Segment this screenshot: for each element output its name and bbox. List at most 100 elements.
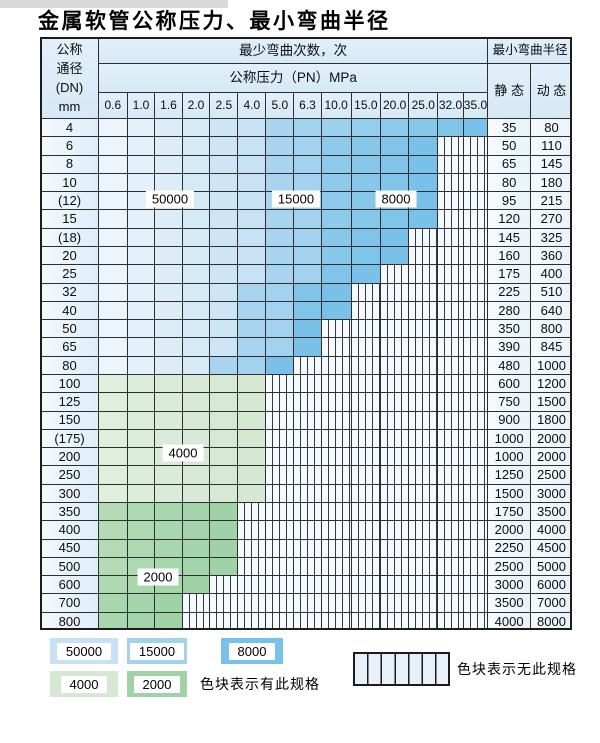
no-spec-cell	[380, 337, 409, 356]
spec-cell	[154, 282, 182, 301]
spec-cell	[98, 410, 127, 429]
spec-cell	[154, 483, 182, 502]
static-value-cell: 65	[487, 154, 530, 173]
spec-cell	[126, 337, 155, 356]
no-spec-cell	[265, 520, 294, 539]
spec-cell	[181, 556, 210, 576]
no-spec-cell	[350, 611, 380, 630]
spec-cell	[265, 337, 294, 356]
spec-cell	[181, 575, 210, 594]
dn-cell: 80	[40, 355, 98, 374]
spec-cell	[98, 611, 127, 630]
spec-cell	[126, 593, 155, 612]
dynamic-value-cell: 1000	[530, 355, 572, 374]
spec-cell	[126, 264, 155, 283]
spec-cell	[209, 337, 238, 356]
no-spec-cell	[380, 392, 409, 411]
no-spec-cell	[350, 300, 380, 320]
no-spec-cell	[350, 556, 380, 576]
spec-cell	[126, 209, 155, 228]
no-spec-cell	[293, 538, 321, 557]
dn-cell: 25	[40, 264, 98, 283]
no-spec-cell	[437, 209, 463, 228]
no-spec-cell	[408, 428, 438, 448]
no-spec-cell	[462, 593, 488, 612]
spec-cell	[209, 428, 238, 448]
no-spec-cell	[350, 282, 380, 301]
no-spec-cell	[265, 575, 294, 594]
no-spec-cell	[437, 172, 463, 192]
dynamic-value-cell: 325	[530, 227, 572, 246]
dynamic-value-cell: 1200	[530, 373, 572, 393]
no-spec-cell	[462, 227, 488, 246]
pressure-value-header: 2.5	[209, 91, 238, 118]
no-spec-cell	[462, 282, 488, 301]
spec-cell	[154, 245, 182, 265]
pressure-value-header: 0.6	[98, 91, 127, 118]
cycle-count-label: 15000	[271, 190, 321, 208]
no-spec-cell	[350, 319, 380, 338]
no-spec-cell	[408, 410, 438, 429]
dn-cell: 32	[40, 282, 98, 301]
spec-cell	[350, 227, 380, 246]
no-spec-cell	[437, 611, 463, 630]
dn-cell: (18)	[40, 227, 98, 246]
no-spec-cell	[437, 410, 463, 429]
spec-cell	[181, 209, 210, 228]
spec-cell	[126, 520, 155, 539]
no-spec-cell	[320, 465, 351, 484]
legend-no-spec-swatch	[353, 652, 450, 686]
spec-cell	[154, 136, 182, 155]
no-spec-cell	[320, 483, 351, 502]
no-spec-cell	[265, 410, 294, 429]
spec-cell	[98, 465, 127, 484]
spec-cell	[293, 118, 321, 137]
no-spec-cell	[265, 611, 294, 630]
spec-cell	[126, 428, 155, 448]
no-spec-cell	[437, 300, 463, 320]
no-spec-cell	[293, 556, 321, 576]
no-spec-cell	[462, 410, 488, 429]
spec-cell	[98, 282, 127, 301]
no-spec-cell	[237, 575, 266, 594]
static-value-cell: 145	[487, 227, 530, 246]
spec-cell	[154, 373, 182, 393]
spec-cell	[154, 501, 182, 521]
no-spec-cell	[462, 465, 488, 484]
spec-cell	[154, 538, 182, 557]
no-spec-cell	[237, 611, 266, 630]
spec-cell	[154, 209, 182, 228]
spec-cell	[98, 593, 127, 612]
no-spec-cell	[408, 593, 438, 612]
legend-swatch-15000: 15000	[127, 638, 187, 664]
dn-cell: 20	[40, 245, 98, 265]
dn-cell: 4	[40, 118, 98, 137]
spec-cell	[237, 136, 266, 155]
spec-cell	[126, 245, 155, 265]
spec-cell	[154, 611, 182, 630]
spec-cell	[293, 337, 321, 356]
spec-cell	[98, 118, 127, 137]
no-spec-cell	[293, 611, 321, 630]
spec-cell	[209, 373, 238, 393]
legend-swatch-label: 2000	[133, 675, 181, 693]
static-value-cell: 1000	[487, 428, 530, 448]
no-spec-cell	[408, 538, 438, 557]
spec-cell	[293, 154, 321, 173]
spec-cell	[380, 136, 409, 155]
spec-cell	[237, 319, 266, 338]
dynamic-value-cell: 510	[530, 282, 572, 301]
spec-cell	[237, 191, 266, 210]
no-spec-cell	[380, 264, 409, 283]
dynamic-value-cell: 2000	[530, 447, 572, 466]
no-spec-cell	[408, 392, 438, 411]
spec-cell	[209, 447, 238, 466]
spec-cell	[350, 209, 380, 228]
spec-cell	[237, 373, 266, 393]
no-spec-cell	[380, 355, 409, 374]
no-spec-cell	[437, 191, 463, 210]
static-value-cell: 1250	[487, 465, 530, 484]
radius-header: 最小弯曲半径	[487, 37, 572, 64]
static-value-cell: 95	[487, 191, 530, 210]
no-spec-cell	[408, 465, 438, 484]
